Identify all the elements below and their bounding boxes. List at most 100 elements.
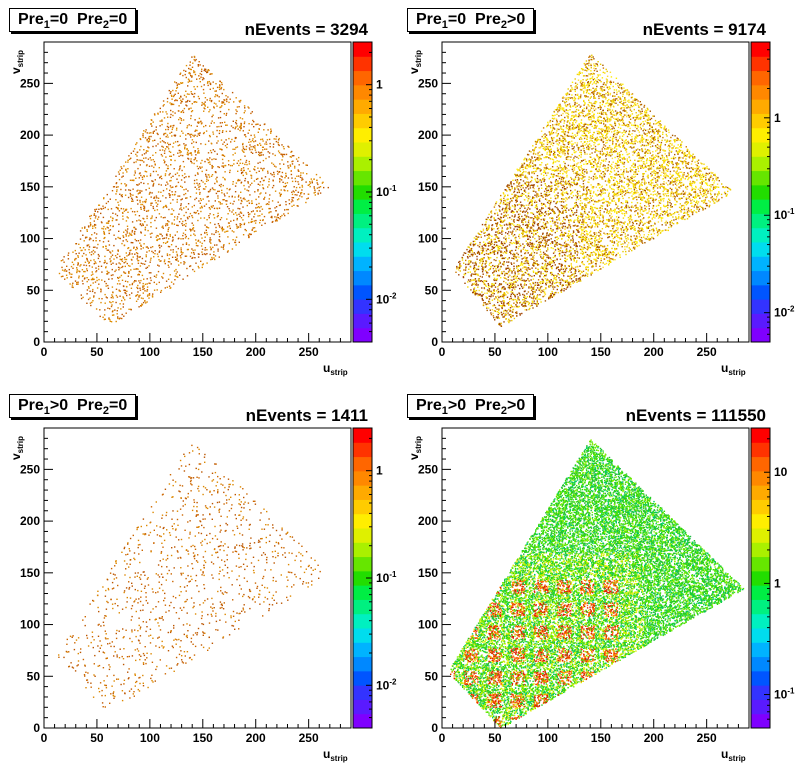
colorbar-frame xyxy=(750,427,771,729)
y-tick-label: 0 xyxy=(33,335,40,349)
colorbar-segment xyxy=(751,428,770,443)
x-axis-label: ustrip xyxy=(323,747,348,763)
colorbar-segment xyxy=(751,84,770,100)
colorbar-segment xyxy=(353,313,372,329)
colorbar-segment xyxy=(353,599,372,615)
colorbar-segment xyxy=(353,199,372,214)
colorbar-segment xyxy=(353,242,372,257)
x-tick-label: 50 xyxy=(90,345,104,359)
plot-frame xyxy=(441,41,750,343)
x-axis: 0 50 100 150 200 250 xyxy=(439,719,739,745)
y-tick-label: 100 xyxy=(418,232,438,246)
colorbar-segment xyxy=(353,327,372,343)
y-tick-label: 100 xyxy=(20,618,40,632)
colorbar-segment xyxy=(751,585,770,600)
colorbar-segment xyxy=(751,299,770,314)
colorbar-segment xyxy=(751,213,770,229)
colorbar-segment xyxy=(353,556,372,572)
nevents-label: nEvents = 111550 xyxy=(626,406,766,426)
y-tick-label: 50 xyxy=(27,283,41,297)
colorbar-segment xyxy=(353,542,372,558)
colorbar-segment xyxy=(751,42,770,57)
colorbar-segment xyxy=(751,184,770,200)
y-tick-label: 250 xyxy=(20,76,40,90)
colorbar-tick-label: 10-2 xyxy=(376,291,397,306)
x-axis: 0 50 100 150 200 250 xyxy=(41,719,341,745)
y-tick-label: 0 xyxy=(431,721,438,735)
x-tick-label: 0 xyxy=(41,731,48,745)
heatmap-plot: 0 50 100 150 200 250 0 50 100 150 200 250 ustrip vstr… xyxy=(9,427,397,763)
colorbar-segment xyxy=(353,56,372,72)
nevents-label: nEvents = 3294 xyxy=(245,20,368,40)
colorbar: 10 1 10-1 xyxy=(750,427,795,729)
colorbar-tick-label: 10-2 xyxy=(376,677,397,692)
colorbar-segment xyxy=(751,327,770,343)
plot-frame xyxy=(43,427,352,729)
x-tick-label: 50 xyxy=(90,731,104,745)
heatmap-plot: 0 50 100 150 200 250 0 50 100 150 200 250 ustrip vstr… xyxy=(407,41,795,377)
colorbar-segment xyxy=(751,570,770,586)
colorbar-segment xyxy=(751,528,770,543)
x-axis-label: ustrip xyxy=(721,747,746,763)
heatmap-cells xyxy=(455,54,732,327)
colorbar-segment xyxy=(353,256,372,272)
y-axis-label: vstrip xyxy=(407,436,423,460)
chart-title: Pre1>0 Pre2=0 xyxy=(9,394,137,418)
x-axis: 0 50 100 150 200 250 xyxy=(439,333,739,359)
plot-frame xyxy=(441,427,750,729)
colorbar-tick-label: 10-1 xyxy=(774,687,795,702)
colorbar-segment xyxy=(353,84,372,100)
colorbar-segment xyxy=(751,113,770,129)
x-tick-label: 200 xyxy=(644,345,664,359)
x-tick-label: 100 xyxy=(538,345,558,359)
chart-title: Pre1>0 Pre2>0 xyxy=(407,394,535,418)
colorbar-tick-label: 1 xyxy=(376,464,383,478)
colorbar-segment xyxy=(353,656,372,672)
y-tick-label: 0 xyxy=(431,335,438,349)
colorbar-segment xyxy=(751,642,770,658)
x-tick-label: 0 xyxy=(439,731,446,745)
heatmap-cells xyxy=(58,55,329,323)
y-tick-label: 50 xyxy=(425,283,439,297)
colorbar-segment xyxy=(751,470,770,486)
colorbar-segment xyxy=(353,142,372,157)
y-axis-label: vstrip xyxy=(9,436,25,460)
colorbar-tick-label: 1 xyxy=(774,576,781,590)
colorbar-segment xyxy=(353,127,372,143)
colorbar-segment xyxy=(751,242,770,257)
heatmap-cells xyxy=(450,439,745,729)
colorbar-segment xyxy=(751,513,770,529)
heatmap-plot: 0 50 100 150 200 250 0 50 100 150 200 250 ustrip vstr… xyxy=(9,41,397,377)
colorbar-frame xyxy=(750,41,771,343)
colorbar-segment xyxy=(751,127,770,143)
x-tick-label: 250 xyxy=(697,731,717,745)
x-tick-label: 200 xyxy=(644,731,664,745)
colorbar-segment xyxy=(353,42,372,57)
y-axis: 0 50 100 150 200 250 xyxy=(20,437,53,735)
plot-frame xyxy=(43,41,352,343)
x-tick-label: 250 xyxy=(697,345,717,359)
colorbar-segment xyxy=(353,428,372,443)
y-tick-label: 200 xyxy=(20,514,40,528)
colorbar-tick-label: 10-1 xyxy=(376,184,397,199)
colorbar-segment xyxy=(353,699,372,715)
colorbar-segment xyxy=(353,170,372,186)
x-tick-label: 200 xyxy=(246,731,266,745)
colorbar-segment xyxy=(353,442,372,458)
x-tick-label: 150 xyxy=(591,731,611,745)
colorbar-segment xyxy=(751,170,770,186)
colorbar-segment xyxy=(353,99,372,114)
y-tick-label: 250 xyxy=(20,462,40,476)
x-tick-label: 150 xyxy=(193,345,213,359)
colorbar-segment xyxy=(751,613,770,629)
colorbar-segment xyxy=(353,613,372,629)
colorbar-tick-label: 1 xyxy=(376,78,383,92)
colorbar-segment xyxy=(353,513,372,529)
x-axis: 0 50 100 150 200 250 xyxy=(41,333,341,359)
colorbar-segment xyxy=(751,685,770,700)
y-tick-label: 0 xyxy=(33,721,40,735)
panel-pre1-gt0-pre2-0: 0 50 100 150 200 250 0 50 100 150 200 250 ustrip vstr… xyxy=(0,386,398,772)
x-tick-label: 50 xyxy=(488,731,502,745)
x-tick-label: 0 xyxy=(439,345,446,359)
colorbar-segment xyxy=(751,70,770,86)
